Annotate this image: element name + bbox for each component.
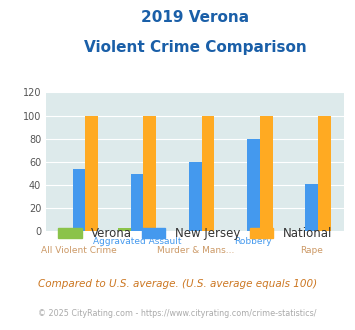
Bar (202, 115, 214, 231)
Bar (118, 228, 131, 231)
Bar (260, 115, 273, 231)
Bar (305, 183, 318, 231)
Text: © 2025 CityRating.com - https://www.cityrating.com/crime-statistics/: © 2025 CityRating.com - https://www.city… (38, 309, 317, 317)
Legend: Verona, New Jersey, National: Verona, New Jersey, National (54, 222, 337, 245)
Bar (60, 229, 72, 231)
Text: All Violent Crime: All Violent Crime (41, 246, 117, 255)
Text: Murder & Mans...: Murder & Mans... (157, 246, 234, 255)
Text: Compared to U.S. average. (U.S. average equals 100): Compared to U.S. average. (U.S. average … (38, 279, 317, 289)
Bar (131, 174, 143, 231)
Text: Robbery: Robbery (235, 237, 272, 246)
Bar (143, 115, 156, 231)
Bar (72, 169, 85, 231)
Bar (85, 115, 98, 231)
Text: Rape: Rape (300, 246, 323, 255)
Text: Aggravated Assault: Aggravated Assault (93, 237, 181, 246)
Bar (247, 139, 260, 231)
Bar (189, 162, 202, 231)
Text: Violent Crime Comparison: Violent Crime Comparison (84, 40, 307, 54)
Text: 2019 Verona: 2019 Verona (141, 10, 249, 25)
Bar (318, 115, 331, 231)
